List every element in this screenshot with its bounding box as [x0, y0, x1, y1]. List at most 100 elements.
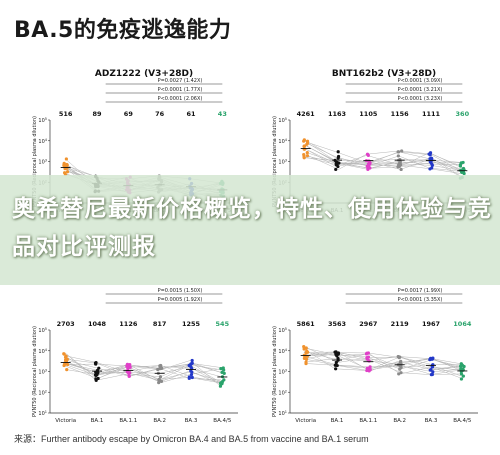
data-point	[366, 153, 370, 157]
gmt-label: 5861	[297, 320, 316, 328]
data-point	[336, 351, 341, 355]
subject-line	[64, 362, 223, 384]
data-point	[187, 376, 191, 380]
x-tick-label: BA.1.1	[359, 418, 377, 424]
chart-svg: P=0.0015 (1.50X) P=0.0005 (1.92X) 101 102 10…	[32, 288, 238, 424]
pvalue-label: P=0.0017 (1.99X)	[398, 288, 443, 294]
y-tick-label: 105	[38, 327, 47, 334]
data-point	[302, 147, 306, 151]
data-point	[399, 163, 403, 167]
data-point	[158, 364, 162, 368]
data-point	[222, 371, 226, 375]
data-point	[431, 356, 435, 360]
x-tick-label: BA.1	[331, 418, 344, 424]
data-point	[219, 367, 223, 371]
data-point	[62, 352, 66, 356]
y-tick-label: 103	[278, 159, 287, 166]
data-point	[302, 144, 307, 148]
data-point	[460, 363, 464, 367]
overlay-banner	[0, 175, 500, 285]
data-point	[127, 374, 131, 378]
x-tick-label: BA.2	[153, 418, 166, 424]
y-tick-label: 104	[38, 348, 47, 355]
gmt-label: 1064	[453, 320, 472, 328]
subject-line	[304, 346, 463, 365]
x-tick-label: Victoria	[55, 418, 76, 424]
data-point	[431, 370, 435, 374]
banner-headline: 奥希替尼最新价格概览，特性、使用体验与竞品对比评测报	[12, 196, 492, 260]
x-tick-label: BA.1.1	[119, 418, 137, 424]
page-title: BA.5的免疫逃逸能力	[14, 18, 232, 43]
subject-line	[65, 364, 221, 383]
data-point	[397, 363, 402, 367]
gmt-label: 43	[218, 110, 227, 118]
data-point	[365, 164, 369, 168]
subject-line	[303, 140, 465, 173]
y-tick-label: 104	[278, 348, 287, 355]
x-tick-label: BA.4/5	[213, 418, 232, 424]
gmt-label: 89	[92, 110, 102, 118]
pvalue-label: P<0.0001 (3.09X)	[398, 78, 443, 84]
y-tick-label: 105	[278, 117, 287, 124]
data-point	[65, 163, 69, 167]
subject-line	[65, 353, 222, 385]
data-point	[334, 167, 338, 172]
chart-panel-lower-right: P=0.0017 (1.99X) P<0.0001 (3.35X) 101 102 10…	[268, 268, 488, 438]
gmt-label: 2967	[359, 320, 377, 328]
data-point	[62, 161, 66, 166]
gmt-label: 545	[216, 320, 230, 328]
data-point	[334, 367, 338, 371]
data-point	[65, 362, 70, 367]
y-tick-label: 104	[38, 138, 47, 145]
subject-line	[305, 357, 464, 372]
data-point	[430, 166, 434, 170]
data-point	[158, 375, 163, 379]
subject-line	[306, 142, 463, 172]
x-tick-label: BA.2	[393, 418, 406, 424]
y-tick-label: 101	[38, 410, 47, 417]
gmt-label: 3563	[328, 320, 346, 328]
gmt-label: 1156	[391, 110, 410, 118]
data-point	[336, 154, 341, 159]
data-point	[334, 352, 338, 357]
gmt-label: 61	[186, 110, 196, 118]
data-point	[334, 360, 338, 365]
pvalue-label: P=0.0015 (1.50X)	[158, 288, 203, 294]
subject-line	[67, 355, 221, 384]
data-point	[399, 167, 403, 172]
data-point	[400, 149, 404, 153]
y-axis-label: PVNT50 (Reciprocal plasma dilution)	[272, 116, 278, 207]
data-point	[126, 367, 130, 371]
data-point	[125, 363, 130, 367]
x-tick-label: Victoria	[295, 418, 316, 424]
x-tick-label: BA.3	[425, 418, 438, 424]
data-point	[367, 369, 371, 373]
data-point	[305, 349, 309, 353]
y-tick-label: 103	[38, 369, 47, 376]
subject-line	[305, 148, 461, 171]
subject-line	[305, 155, 464, 169]
data-point	[304, 346, 308, 350]
data-point	[190, 375, 194, 380]
data-point	[336, 150, 340, 154]
pvalue-label: P<0.0001 (2.06X)	[158, 96, 203, 102]
gmt-label: 1255	[182, 320, 201, 328]
data-point	[334, 161, 338, 166]
subject-line	[65, 358, 221, 381]
subject-line	[306, 359, 464, 372]
x-tick-label: BA.4/5	[453, 418, 472, 424]
gmt-label: 2703	[57, 320, 75, 328]
data-point	[461, 374, 465, 378]
data-point	[396, 150, 400, 154]
y-tick-label: 104	[278, 138, 287, 145]
data-point	[159, 379, 164, 383]
pvalue-label: P<0.0001 (1.77X)	[158, 87, 203, 93]
data-point	[94, 377, 98, 381]
data-point	[304, 360, 308, 364]
data-point	[335, 363, 339, 368]
data-point	[125, 370, 129, 374]
gmt-label: 76	[155, 110, 165, 118]
data-point	[158, 366, 162, 371]
data-point	[156, 367, 160, 372]
gmt-label: 360	[456, 110, 470, 118]
